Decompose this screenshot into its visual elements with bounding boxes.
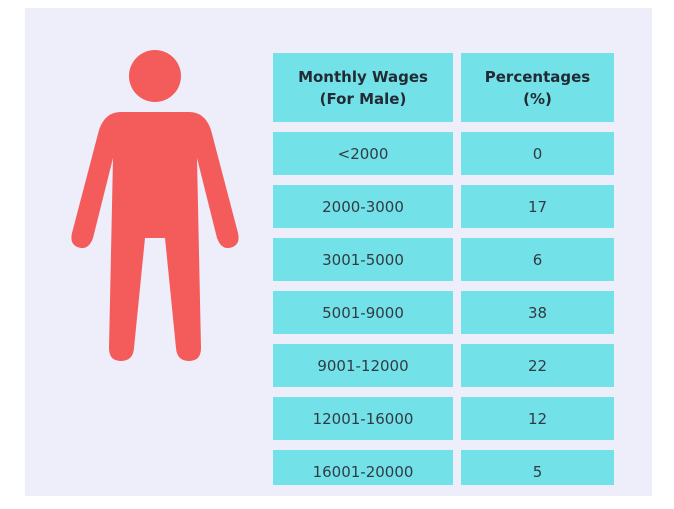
cell-text: 9001-12000 bbox=[317, 356, 409, 375]
cell-text: (For Male) bbox=[319, 89, 407, 108]
body-cell: 5 bbox=[461, 450, 614, 485]
body-cell: <2000 bbox=[273, 132, 453, 175]
cell-text: 17 bbox=[527, 197, 548, 216]
cell-text: 6 bbox=[532, 250, 543, 269]
body-cell: 38 bbox=[461, 291, 614, 334]
body-cell: 17 bbox=[461, 185, 614, 228]
cell-text: 3001-5000 bbox=[322, 250, 404, 269]
body-cell: 12001-16000 bbox=[273, 397, 453, 440]
header-cell: Percentages (%) bbox=[461, 53, 614, 122]
cell-text: 0 bbox=[532, 144, 543, 163]
cell-text: Percentages bbox=[484, 67, 591, 86]
cell-text: 2000-3000 bbox=[322, 197, 404, 216]
cell-text: 22 bbox=[527, 356, 548, 375]
body-cell: 2000-3000 bbox=[273, 185, 453, 228]
cell-text: 12 bbox=[527, 409, 548, 428]
body-cell: 22 bbox=[461, 344, 614, 387]
body-cell: 5001-9000 bbox=[273, 291, 453, 334]
cell-text: 16001-20000 bbox=[312, 462, 414, 481]
cell-text: (%) bbox=[523, 89, 552, 108]
icon-body bbox=[71, 112, 239, 361]
body-cell: 9001-12000 bbox=[273, 344, 453, 387]
cell-text: <2000 bbox=[337, 144, 389, 163]
body-cell: 6 bbox=[461, 238, 614, 281]
body-cell: 0 bbox=[461, 132, 614, 175]
panel: Monthly Wages (For Male) Percentages (%) <20… bbox=[25, 8, 652, 496]
wage-table: Monthly Wages (For Male) Percentages (%) <20… bbox=[273, 53, 618, 485]
cell-text: 38 bbox=[527, 303, 548, 322]
cell-text: Monthly Wages bbox=[298, 67, 428, 86]
cell-text: 5 bbox=[532, 462, 543, 481]
cell-text: 5001-9000 bbox=[322, 303, 404, 322]
header-cell: Monthly Wages (For Male) bbox=[273, 53, 453, 122]
body-cell: 16001-20000 bbox=[273, 450, 453, 485]
body-cell: 3001-5000 bbox=[273, 238, 453, 281]
icon-head bbox=[129, 50, 181, 102]
body-cell: 12 bbox=[461, 397, 614, 440]
person-icon bbox=[71, 50, 239, 361]
cell-text: 12001-16000 bbox=[312, 409, 414, 428]
